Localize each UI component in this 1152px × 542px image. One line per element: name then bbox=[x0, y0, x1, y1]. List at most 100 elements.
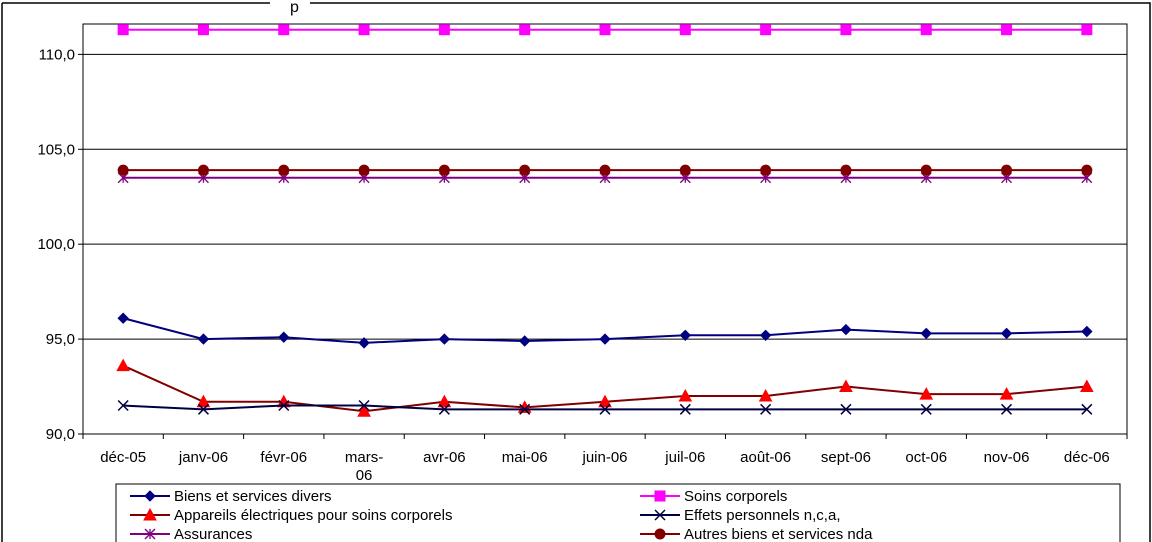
legend-item: Effets personnels n,c,a, bbox=[640, 507, 840, 524]
point-marker-diamond bbox=[1081, 325, 1093, 338]
point-marker-x bbox=[519, 403, 531, 415]
point-marker-x bbox=[599, 403, 611, 415]
point-marker-triangle bbox=[678, 388, 693, 402]
point-marker-x bbox=[278, 399, 290, 412]
point-marker-square bbox=[117, 24, 129, 36]
point-marker-square bbox=[358, 24, 370, 36]
point-marker-circle bbox=[1001, 164, 1013, 176]
point-marker-triangle bbox=[919, 387, 934, 400]
y-tick-label: 95,0 bbox=[46, 331, 75, 348]
y-tick-label: 90,0 bbox=[46, 426, 75, 443]
point-marker-x bbox=[197, 403, 209, 415]
legend-item: Autres biens et services nda bbox=[640, 526, 873, 542]
point-marker-triangle bbox=[116, 358, 130, 372]
gridlines bbox=[83, 53, 1127, 340]
point-marker-square bbox=[519, 24, 531, 36]
point-marker-square bbox=[438, 24, 450, 36]
series-5 bbox=[117, 164, 1093, 176]
point-marker-x bbox=[358, 399, 370, 412]
point-marker-circle bbox=[679, 164, 691, 176]
x-tick-label: oct-06 bbox=[905, 449, 947, 466]
point-marker-square bbox=[654, 490, 666, 502]
point-marker-triangle bbox=[839, 379, 853, 393]
point-marker-square bbox=[1081, 24, 1093, 36]
point-marker-circle bbox=[197, 164, 209, 176]
point-marker-triangle bbox=[999, 387, 1014, 400]
point-marker-x bbox=[117, 399, 129, 412]
point-marker-diamond bbox=[599, 333, 611, 345]
point-marker-square bbox=[760, 24, 772, 36]
legend-label: Appareils électriques pour soins corpore… bbox=[174, 507, 452, 524]
y-tick-label: 100,0 bbox=[37, 236, 75, 253]
legend-label: Soins corporels bbox=[684, 488, 787, 505]
series-3 bbox=[117, 399, 1093, 415]
x-tick-label: févr-06 bbox=[260, 449, 307, 466]
point-marker-triangle bbox=[598, 394, 612, 408]
point-marker-diamond bbox=[759, 329, 772, 342]
x-tick-label: déc-06 bbox=[1064, 449, 1110, 466]
x-tick-label: août-06 bbox=[740, 449, 791, 466]
point-marker-circle bbox=[1081, 164, 1093, 176]
point-marker-circle bbox=[278, 164, 290, 176]
x-tick-label: nov-06 bbox=[984, 449, 1030, 466]
point-marker-x bbox=[679, 403, 691, 415]
point-marker-square bbox=[1001, 24, 1013, 36]
point-marker-triangle bbox=[196, 394, 211, 408]
x-axis: déc-05 janv-06 févr-06 mars-06 avr-06 mai-06 j… bbox=[82, 434, 1128, 484]
x-tick-label: déc-05 bbox=[100, 449, 146, 466]
x-tick-label: sept-06 bbox=[821, 449, 871, 466]
point-marker-diamond bbox=[920, 327, 932, 340]
y-tick-label: 110,0 bbox=[39, 46, 75, 63]
legend-item: Assurances bbox=[130, 526, 252, 542]
point-marker-diamond bbox=[518, 335, 531, 347]
point-marker-circle bbox=[654, 528, 666, 540]
point-marker-square bbox=[840, 24, 852, 36]
point-marker-x bbox=[760, 403, 772, 415]
point-marker-square bbox=[197, 24, 209, 36]
point-marker-triangle bbox=[437, 394, 452, 408]
series-2 bbox=[116, 358, 1094, 417]
legend-item: Biens et services divers bbox=[130, 488, 332, 505]
legend: Biens et services divers Soins corporels A… bbox=[130, 488, 873, 542]
x-tick-label: juin-06 bbox=[581, 449, 627, 466]
point-marker-x bbox=[1001, 403, 1013, 415]
point-marker-circle bbox=[920, 164, 932, 176]
point-marker-diamond bbox=[679, 329, 692, 342]
x-tick-label: avr-06 bbox=[423, 449, 466, 466]
chart-title: p bbox=[290, 0, 299, 16]
point-marker-diamond bbox=[840, 323, 852, 336]
point-marker-diamond bbox=[278, 331, 290, 343]
point-marker-circle bbox=[760, 164, 772, 176]
plot-area bbox=[82, 23, 1128, 435]
point-marker-diamond bbox=[1000, 327, 1013, 340]
point-marker-diamond bbox=[438, 333, 451, 345]
point-marker-diamond bbox=[117, 312, 129, 324]
x-tick-label: janv-06 bbox=[178, 449, 228, 466]
x-tick-label: mai-06 bbox=[502, 449, 548, 466]
point-marker-circle bbox=[599, 164, 611, 176]
point-marker-triangle bbox=[1080, 379, 1094, 393]
point-marker-square bbox=[278, 24, 290, 36]
legend-label: Assurances bbox=[174, 526, 252, 542]
series-1 bbox=[117, 24, 1093, 36]
point-marker-circle bbox=[438, 164, 450, 176]
legend-label: Biens et services divers bbox=[174, 488, 332, 505]
legend-box bbox=[115, 483, 1121, 542]
point-marker-x bbox=[438, 403, 450, 415]
legend-item: Appareils électriques pour soins corpore… bbox=[130, 507, 452, 524]
series-0 bbox=[117, 312, 1093, 349]
legend-label: Autres biens et services nda bbox=[684, 526, 873, 542]
y-axis: 90,0 95,0 100,0 105,0 110,0 bbox=[37, 46, 83, 443]
point-marker-triangle bbox=[143, 507, 157, 521]
legend-label: Effets personnels n,c,a, bbox=[684, 507, 840, 524]
legend-item: Soins corporels bbox=[640, 488, 787, 505]
x-tick-label: mars-06 bbox=[345, 449, 383, 484]
point-marker-circle bbox=[840, 164, 852, 176]
point-marker-square bbox=[599, 24, 611, 36]
point-marker-x bbox=[654, 509, 666, 521]
y-tick-label: 105,0 bbox=[37, 141, 75, 158]
point-marker-circle bbox=[519, 164, 531, 176]
point-marker-square bbox=[920, 24, 932, 36]
